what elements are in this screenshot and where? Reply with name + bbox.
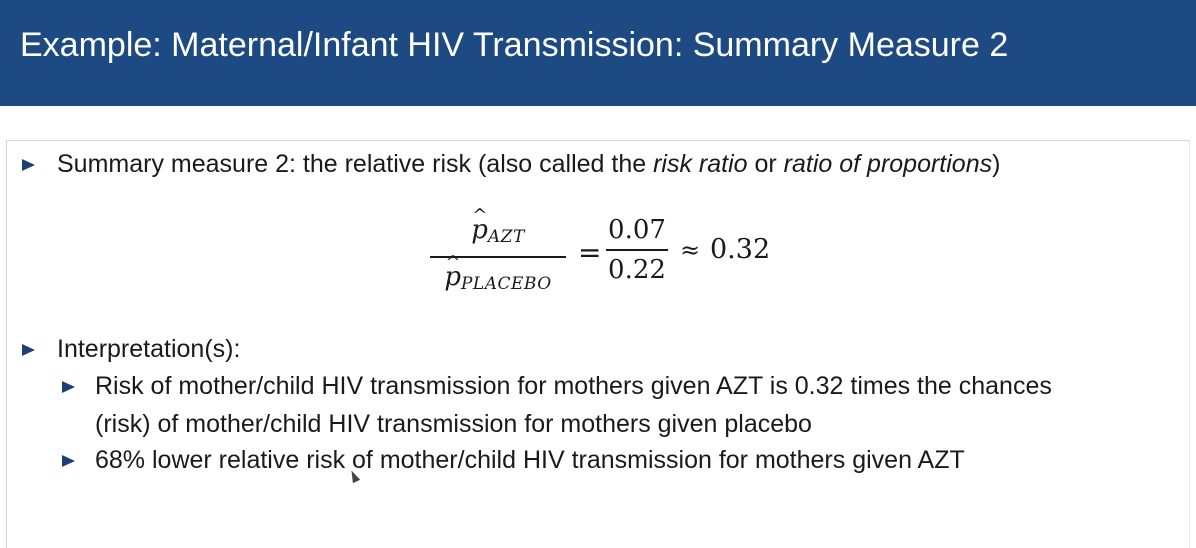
formula-num-subscript: AZT [487,227,525,247]
formula-numerator: ^ pAZT [471,205,525,247]
bullet-triangle-icon [22,159,35,171]
formula-den-symbol: p [444,262,461,292]
formula-value-numerator: 0.07 [608,215,666,245]
formula-value-denominator: 0.22 [608,255,666,285]
bullet-summary-measure: Summary measure 2: the relative risk (al… [57,150,1000,179]
sub-bullet-triangle-icon [62,381,75,393]
title-bar: Example: Maternal/Infant HIV Transmissio… [0,0,1196,106]
formula-left-bar [430,256,566,258]
slide-title: Example: Maternal/Infant HIV Transmissio… [20,26,1009,64]
sub-bullet-1-line-2: (risk) of mother/child HIV transmission … [95,410,812,438]
formula-den-subscript: PLACEBO [460,274,552,294]
formula-approx: ≈ [680,236,701,264]
bullet-summary-text-before: Summary measure 2: the relative risk (al… [57,150,654,178]
bullet-summary-em-risk-ratio: risk ratio [653,150,748,178]
formula-right-bar [606,249,668,251]
sub-bullet-triangle-icon [62,455,75,467]
bullet-summary-em-ratio-proportions: ratio of proportions [783,150,993,178]
formula-left-fraction: ^ pAZT ^ pPLACEBO [430,205,566,300]
formula-equals: = [578,236,602,269]
formula-denominator: ^ pPLACEBO [444,252,552,294]
bullet-interpretations: Interpretation(s): [57,335,241,363]
bullet-summary-text-mid: or [747,150,784,178]
formula-num-symbol: p [471,215,488,245]
content-panel [6,140,1190,548]
bullet-triangle-icon [22,344,35,356]
relative-risk-formula: ^ pAZT ^ pPLACEBO = 0.07 0.22 ≈ 0.32 [430,205,790,300]
formula-right-fraction: 0.07 0.22 [606,214,668,286]
bullet-summary-text-after: ) [992,150,1001,178]
formula-result: 0.32 [710,234,771,265]
sub-bullet-2-line-1: 68% lower relative risk of mother/child … [95,446,965,474]
sub-bullet-1-line-1: Risk of mother/child HIV transmission fo… [95,372,1052,400]
